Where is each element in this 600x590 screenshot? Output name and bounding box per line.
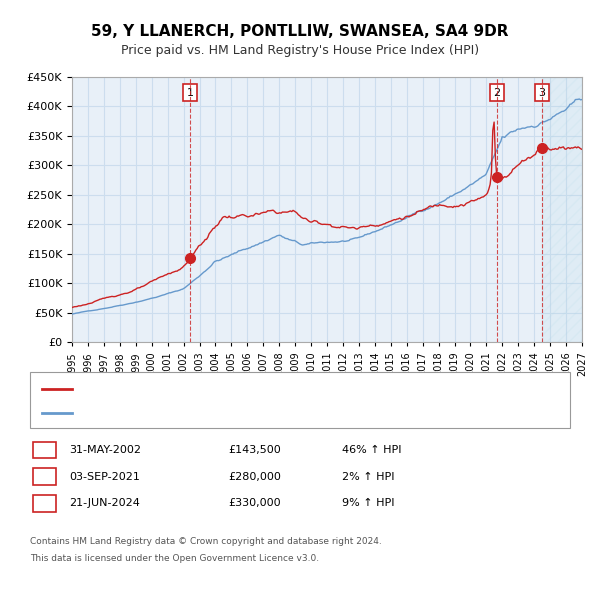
Text: Contains HM Land Registry data © Crown copyright and database right 2024.: Contains HM Land Registry data © Crown c… — [30, 537, 382, 546]
Text: £280,000: £280,000 — [228, 472, 281, 481]
Text: 1: 1 — [41, 445, 48, 455]
Text: 31-MAY-2002: 31-MAY-2002 — [69, 445, 141, 455]
Text: 03-SEP-2021: 03-SEP-2021 — [69, 472, 140, 481]
Text: 46% ↑ HPI: 46% ↑ HPI — [342, 445, 401, 455]
Text: 2: 2 — [493, 88, 500, 97]
Text: 2: 2 — [41, 472, 48, 481]
Text: £143,500: £143,500 — [228, 445, 281, 455]
Text: 3: 3 — [41, 499, 48, 508]
Text: 59, Y LLANERCH, PONTLLIW, SWANSEA, SA4 9DR: 59, Y LLANERCH, PONTLLIW, SWANSEA, SA4 9… — [91, 24, 509, 38]
Text: 9% ↑ HPI: 9% ↑ HPI — [342, 499, 395, 508]
Text: 21-JUN-2024: 21-JUN-2024 — [69, 499, 140, 508]
Text: This data is licensed under the Open Government Licence v3.0.: This data is licensed under the Open Gov… — [30, 555, 319, 563]
Bar — [542, 77, 582, 342]
Text: 2% ↑ HPI: 2% ↑ HPI — [342, 472, 395, 481]
Text: 1: 1 — [187, 88, 194, 97]
Text: 3: 3 — [538, 88, 545, 97]
Text: Price paid vs. HM Land Registry's House Price Index (HPI): Price paid vs. HM Land Registry's House … — [121, 44, 479, 57]
Text: 59, Y LLANERCH, PONTLLIW, SWANSEA, SA4 9DR (detached house): 59, Y LLANERCH, PONTLLIW, SWANSEA, SA4 9… — [78, 385, 427, 394]
Text: HPI: Average price, detached house, Swansea: HPI: Average price, detached house, Swan… — [78, 408, 317, 418]
Text: £330,000: £330,000 — [228, 499, 281, 508]
